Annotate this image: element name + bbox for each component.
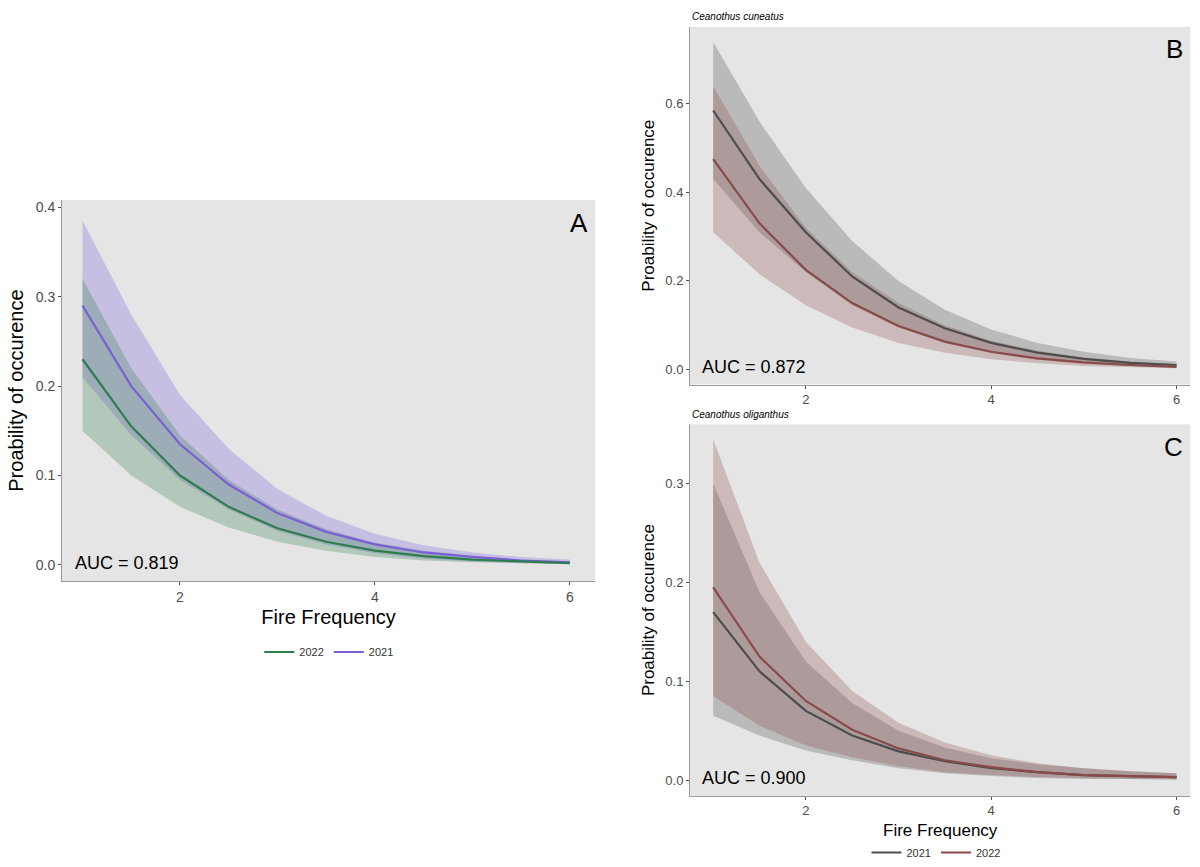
svg-text:AUC = 0.900: AUC = 0.900 [702,768,806,788]
svg-text:AUC = 0.872: AUC = 0.872 [702,357,806,377]
svg-text:AUC = 0.819: AUC = 0.819 [75,553,179,573]
svg-text:0.2: 0.2 [665,273,683,288]
svg-text:0.0: 0.0 [665,362,683,377]
svg-text:4: 4 [371,589,379,605]
svg-text:2021: 2021 [369,646,393,658]
svg-text:2021: 2021 [907,847,931,859]
svg-text:B: B [1166,34,1183,64]
svg-text:2: 2 [176,589,184,605]
svg-text:0.3: 0.3 [36,289,56,305]
svg-text:0.0: 0.0 [665,773,683,788]
svg-text:6: 6 [566,589,574,605]
svg-text:0.1: 0.1 [665,674,683,689]
svg-text:2: 2 [802,803,809,818]
svg-text:Fire Frequency: Fire Frequency [883,821,998,840]
svg-text:0.2: 0.2 [36,378,56,394]
svg-text:2022: 2022 [976,847,1000,859]
svg-text:0.3: 0.3 [665,476,683,491]
svg-text:0.1: 0.1 [36,467,56,483]
svg-text:Fire Frequency: Fire Frequency [261,606,396,628]
svg-text:Ceanothus cuneatus: Ceanothus cuneatus [692,11,784,22]
svg-text:0.0: 0.0 [36,557,56,573]
svg-text:Proability of occurence: Proability of occurence [5,289,27,491]
svg-text:Ceanothus oliganthus: Ceanothus oliganthus [692,409,789,420]
svg-text:2: 2 [802,392,809,407]
svg-text:6: 6 [1173,392,1180,407]
svg-text:C: C [1164,432,1183,462]
svg-text:6: 6 [1173,803,1180,818]
svg-text:4: 4 [988,803,995,818]
svg-text:4: 4 [988,392,995,407]
svg-text:0.4: 0.4 [665,185,683,200]
svg-text:0.6: 0.6 [665,96,683,111]
svg-text:2022: 2022 [299,646,323,658]
svg-text:0.4: 0.4 [36,199,56,215]
svg-text:A: A [570,208,588,238]
svg-text:Proability of occurence: Proability of occurence [639,524,658,696]
svg-text:Proability of occurence: Proability of occurence [639,120,658,292]
svg-text:0.2: 0.2 [665,575,683,590]
